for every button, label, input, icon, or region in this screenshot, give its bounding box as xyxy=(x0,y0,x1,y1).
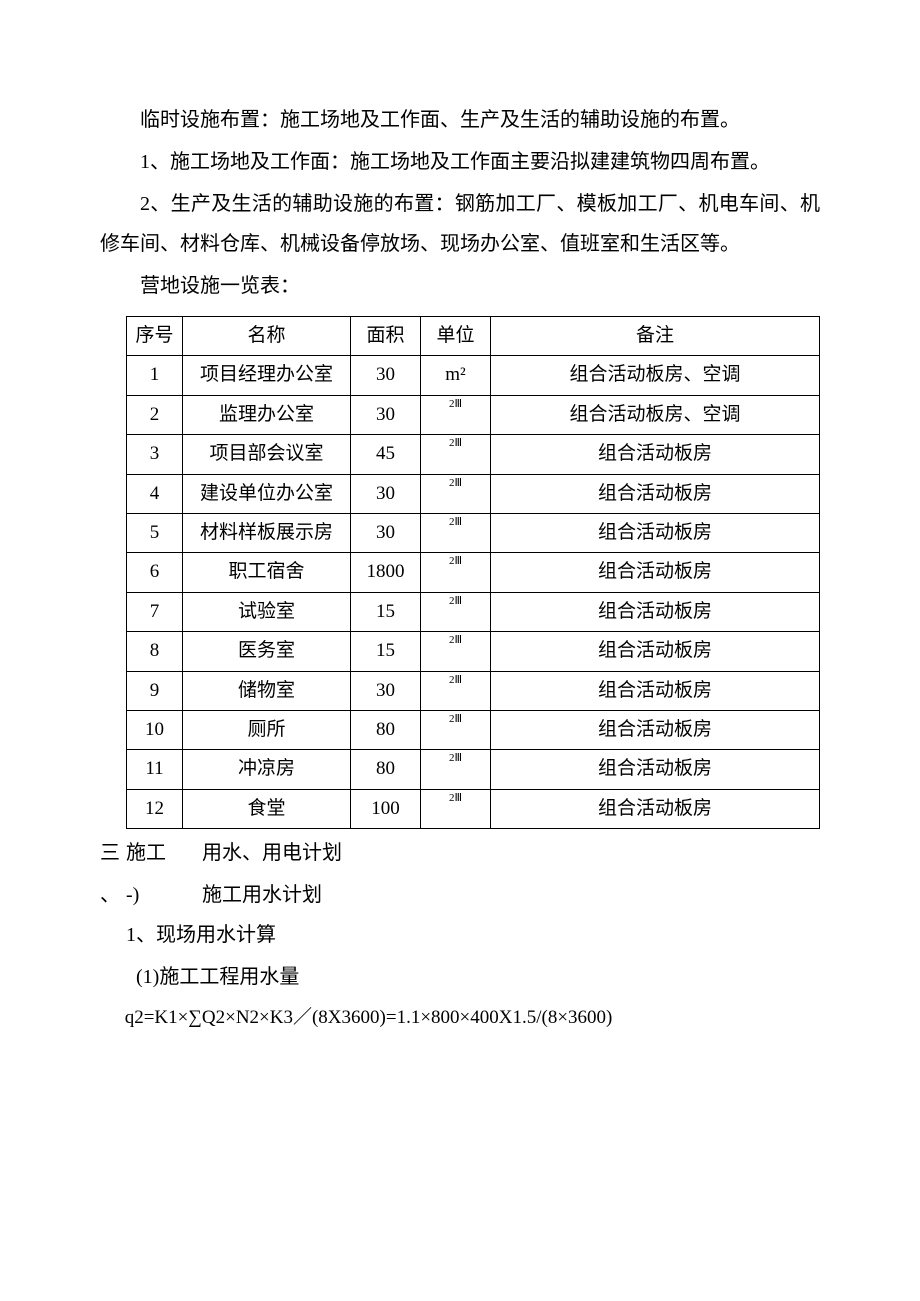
table-header-row: 序号 名称 面积 单位 备注 xyxy=(127,317,820,356)
cell-unit: 2Ⅲ xyxy=(421,750,491,789)
cell-area: 80 xyxy=(351,750,421,789)
cell-name: 监理办公室 xyxy=(183,395,351,434)
table-row: 10厕所802Ⅲ组合活动板房 xyxy=(127,710,820,749)
cell-remark: 组合活动板房 xyxy=(491,671,820,710)
cell-unit: 2Ⅲ xyxy=(421,789,491,828)
cell-seq: 8 xyxy=(127,632,183,671)
paragraph-item-2: 2、生产及生活的辅助设施的布置：钢筋加工厂、模板加工厂、机电车间、机修车间、材料… xyxy=(100,184,820,264)
facilities-table: 序号 名称 面积 单位 备注 1项目经理办公室30m²组合活动板房、空调2监理办… xyxy=(126,316,820,829)
section-3-pre: 施工 xyxy=(126,833,202,873)
cell-name: 项目部会议室 xyxy=(183,435,351,474)
cell-unit: 2Ⅲ xyxy=(421,553,491,592)
cell-unit: 2Ⅲ xyxy=(421,671,491,710)
cell-name: 厕所 xyxy=(183,710,351,749)
table-row: 11冲凉房802Ⅲ组合活动板房 xyxy=(127,750,820,789)
cell-remark: 组合活动板房 xyxy=(491,513,820,552)
cell-name: 项目经理办公室 xyxy=(183,356,351,395)
cell-remark: 组合活动板房、空调 xyxy=(491,356,820,395)
table-row: 9储物室302Ⅲ组合活动板房 xyxy=(127,671,820,710)
cell-remark: 组合活动板房 xyxy=(491,592,820,631)
formula-q2: q2=K1×∑Q2×N2×K3／(8X3600)=1.1×800×400X1.5… xyxy=(100,999,820,1037)
section-3-title: 用水、用电计划 xyxy=(202,833,820,873)
table-row: 6职工宿舍18002Ⅲ组合活动板房 xyxy=(127,553,820,592)
cell-seq: 12 xyxy=(127,789,183,828)
cell-seq: 6 xyxy=(127,553,183,592)
cell-area: 45 xyxy=(351,435,421,474)
cell-seq: 4 xyxy=(127,474,183,513)
cell-name: 储物室 xyxy=(183,671,351,710)
header-name: 名称 xyxy=(183,317,351,356)
section-3-1-1: 1、现场用水计算 xyxy=(100,915,820,955)
cell-remark: 组合活动板房 xyxy=(491,632,820,671)
paragraph-table-title: 营地设施一览表： xyxy=(100,266,820,306)
paragraph-intro: 临时设施布置：施工场地及工作面、生产及生活的辅助设施的布置。 xyxy=(100,100,820,140)
cell-area: 80 xyxy=(351,710,421,749)
cell-area: 30 xyxy=(351,474,421,513)
cell-unit: m² xyxy=(421,356,491,395)
cell-seq: 5 xyxy=(127,513,183,552)
cell-area: 15 xyxy=(351,632,421,671)
cell-area: 100 xyxy=(351,789,421,828)
section-3-row: 三 施工 用水、用电计划 xyxy=(100,833,820,873)
cell-name: 建设单位办公室 xyxy=(183,474,351,513)
cell-seq: 2 xyxy=(127,395,183,434)
cell-unit: 2Ⅲ xyxy=(421,513,491,552)
cell-area: 30 xyxy=(351,513,421,552)
cell-seq: 9 xyxy=(127,671,183,710)
section-3-marker: 三 xyxy=(100,833,126,873)
cell-unit: 2Ⅲ xyxy=(421,474,491,513)
cell-remark: 组合活动板房 xyxy=(491,435,820,474)
section-3-1-1-1: (1)施工工程用水量 xyxy=(100,957,820,997)
cell-name: 职工宿舍 xyxy=(183,553,351,592)
cell-seq: 11 xyxy=(127,750,183,789)
table-body: 1项目经理办公室30m²组合活动板房、空调2监理办公室302Ⅲ组合活动板房、空调… xyxy=(127,356,820,829)
cell-area: 30 xyxy=(351,671,421,710)
facilities-table-container: 序号 名称 面积 单位 备注 1项目经理办公室30m²组合活动板房、空调2监理办… xyxy=(126,316,820,829)
section-3-1-title: 施工用水计划 xyxy=(202,875,820,915)
cell-area: 15 xyxy=(351,592,421,631)
cell-area: 30 xyxy=(351,395,421,434)
table-row: 8医务室152Ⅲ组合活动板房 xyxy=(127,632,820,671)
cell-seq: 7 xyxy=(127,592,183,631)
table-row: 4建设单位办公室302Ⅲ组合活动板房 xyxy=(127,474,820,513)
table-row: 1项目经理办公室30m²组合活动板房、空调 xyxy=(127,356,820,395)
cell-remark: 组合活动板房 xyxy=(491,710,820,749)
section-3-1-row: 、 -) 施工用水计划 xyxy=(100,875,820,915)
cell-unit: 2Ⅲ xyxy=(421,710,491,749)
cell-unit: 2Ⅲ xyxy=(421,395,491,434)
cell-remark: 组合活动板房 xyxy=(491,750,820,789)
cell-name: 食堂 xyxy=(183,789,351,828)
cell-name: 试验室 xyxy=(183,592,351,631)
cell-name: 医务室 xyxy=(183,632,351,671)
cell-seq: 3 xyxy=(127,435,183,474)
cell-area: 30 xyxy=(351,356,421,395)
header-remark: 备注 xyxy=(491,317,820,356)
header-seq: 序号 xyxy=(127,317,183,356)
header-unit: 单位 xyxy=(421,317,491,356)
cell-remark: 组合活动板房 xyxy=(491,789,820,828)
cell-unit: 2Ⅲ xyxy=(421,632,491,671)
paragraph-item-1: 1、施工场地及工作面：施工场地及工作面主要沿拟建建筑物四周布置。 xyxy=(100,142,820,182)
table-row: 5材料样板展示房302Ⅲ组合活动板房 xyxy=(127,513,820,552)
cell-name: 冲凉房 xyxy=(183,750,351,789)
cell-remark: 组合活动板房 xyxy=(491,474,820,513)
cell-seq: 1 xyxy=(127,356,183,395)
cell-remark: 组合活动板房、空调 xyxy=(491,395,820,434)
table-row: 7试验室152Ⅲ组合活动板房 xyxy=(127,592,820,631)
section-3-marker2: 、 xyxy=(100,875,126,915)
table-row: 2监理办公室302Ⅲ组合活动板房、空调 xyxy=(127,395,820,434)
cell-unit: 2Ⅲ xyxy=(421,592,491,631)
cell-name: 材料样板展示房 xyxy=(183,513,351,552)
cell-remark: 组合活动板房 xyxy=(491,553,820,592)
cell-seq: 10 xyxy=(127,710,183,749)
paragraph-item-2-text: 2、生产及生活的辅助设施的布置：钢筋加工厂、模板加工厂、机电车间、机修车间、材料… xyxy=(100,184,820,264)
cell-unit: 2Ⅲ xyxy=(421,435,491,474)
table-row: 3项目部会议室452Ⅲ组合活动板房 xyxy=(127,435,820,474)
section-3-1-marker: -) xyxy=(126,875,202,915)
cell-area: 1800 xyxy=(351,553,421,592)
table-row: 12食堂1002Ⅲ组合活动板房 xyxy=(127,789,820,828)
header-area: 面积 xyxy=(351,317,421,356)
